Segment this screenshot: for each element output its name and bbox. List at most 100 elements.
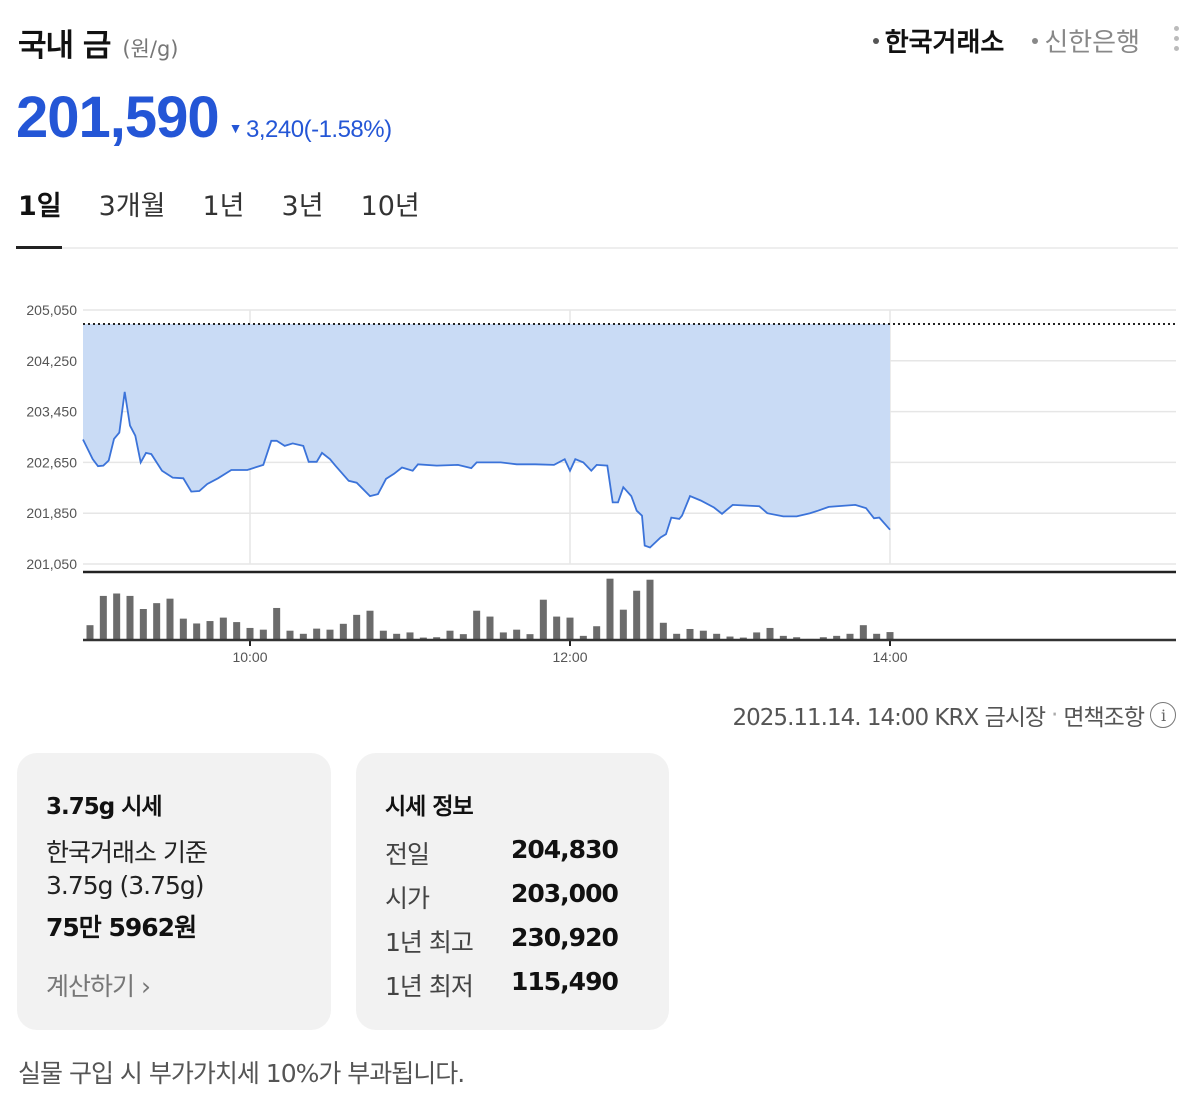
row-label: 전일 — [385, 840, 430, 869]
weight-label: 3.75g (3.75g) — [46, 871, 205, 900]
volume-bar — [379, 630, 387, 640]
volume-bar — [793, 637, 801, 640]
volume-bar — [833, 635, 841, 640]
row-label: 시가 — [385, 884, 430, 913]
volume-bars — [83, 578, 1176, 642]
y-tick-label: 201,050 — [26, 556, 77, 572]
y-tick-label: 205,050 — [26, 302, 77, 318]
volume-bar — [113, 593, 121, 640]
period-tabs: 1일 3개월 1년 3년 10년 — [18, 184, 420, 223]
tab-3m[interactable]: 3개월 — [98, 191, 166, 222]
source-label: 신한은행 — [1044, 28, 1140, 58]
page-title: 국내 금 — [18, 28, 111, 64]
x-tick-label: 12:00 — [552, 649, 587, 665]
volume-bar — [779, 635, 787, 640]
volume-bar — [459, 634, 467, 640]
volume-bar — [299, 633, 307, 640]
volume-bar — [366, 610, 374, 640]
price-row: 201,590 ▼ 3,240(-1.58%) — [16, 84, 392, 151]
volume-bar — [659, 622, 667, 640]
volume-bar — [726, 636, 734, 640]
info-row-52w-high: 1년 최고 230,920 — [385, 923, 619, 959]
volume-bar — [593, 626, 601, 640]
price-chart[interactable]: 205,050 204,250 203,450 202,650 201,850 201,0… — [0, 290, 1200, 680]
price-line — [82, 391, 891, 549]
info-row-open: 시가 203,000 — [385, 879, 619, 915]
row-value: 204,830 — [511, 835, 619, 864]
volume-bar — [819, 637, 827, 640]
volume-bar — [753, 632, 761, 640]
volume-bar — [526, 634, 534, 640]
volume-bar — [873, 633, 881, 640]
volume-bar — [339, 623, 347, 640]
source-krx[interactable]: 한국거래소 — [872, 22, 1004, 59]
volume-bar — [193, 623, 201, 640]
volume-bar — [633, 590, 641, 640]
volume-bar — [233, 622, 241, 640]
row-label: 1년 최고 — [385, 928, 474, 957]
separator: · — [1051, 702, 1058, 728]
volume-bar — [326, 629, 334, 640]
source-shinhan[interactable]: 신한은행 — [1032, 22, 1140, 59]
volume-bar — [353, 614, 361, 640]
tab-10y[interactable]: 10년 — [360, 191, 420, 222]
volume-bar — [99, 595, 107, 640]
volume-bar — [553, 616, 561, 640]
row-value: 230,920 — [511, 923, 619, 952]
down-triangle-icon: ▼ — [228, 120, 243, 136]
volume-bar — [566, 617, 574, 640]
bullet-icon — [1032, 37, 1039, 44]
tab-1y[interactable]: 1년 — [202, 191, 245, 222]
card-title: 시세 정보 — [385, 794, 474, 820]
volume-bar — [393, 633, 401, 640]
volume-bar — [219, 617, 227, 640]
amount-value: 75만 5962원 — [46, 913, 197, 942]
volume-bar — [646, 579, 654, 640]
volume-bar — [606, 578, 614, 640]
volume-bar — [139, 609, 147, 640]
row-value: 203,000 — [511, 879, 619, 908]
timestamp: 2025.11.14. 14:00 KRX 금시장 — [732, 705, 1047, 731]
tab-1d[interactable]: 1일 — [18, 191, 62, 222]
volume-bar — [673, 633, 681, 640]
x-tick-label: 10:00 — [232, 649, 267, 665]
y-axis-labels: 205,050 204,250 203,450 202,650 201,850 201,0… — [26, 302, 77, 572]
volume-bar — [846, 633, 854, 640]
y-tick-label: 201,850 — [26, 505, 77, 521]
volume-bar — [153, 603, 161, 640]
change-amount: 3,240 — [246, 116, 304, 143]
volume-bar — [313, 628, 321, 640]
x-tick-label: 14:00 — [872, 649, 907, 665]
volume-bar — [486, 616, 494, 640]
disclaimer-link[interactable]: 면책조항 — [1063, 705, 1145, 731]
y-tick-label: 203,450 — [26, 404, 77, 420]
volume-bar — [179, 618, 187, 640]
x-axis-labels: 10:00 12:00 14:00 — [232, 649, 907, 665]
volume-bar — [766, 627, 774, 640]
volume-bar — [619, 609, 627, 640]
tab-3y[interactable]: 3년 — [281, 191, 324, 222]
active-tab-underline — [16, 246, 62, 249]
volume-bar — [286, 630, 294, 640]
info-row-52w-low: 1년 최저 115,490 — [385, 967, 619, 1003]
more-options-icon[interactable] — [1174, 26, 1180, 51]
volume-bar — [166, 598, 174, 640]
volume-bar — [446, 630, 454, 640]
volume-bar — [246, 627, 254, 640]
volume-bar — [259, 629, 267, 640]
info-icon[interactable]: i — [1150, 702, 1176, 728]
change-percent: (-1.58%) — [303, 116, 393, 143]
calculate-link[interactable]: 계산하기 › — [46, 972, 151, 1001]
volume-bar — [86, 625, 94, 640]
volume-bar — [433, 637, 441, 640]
volume-bar — [499, 632, 507, 640]
volume-bar — [273, 607, 281, 640]
current-price: 201,590 — [16, 85, 220, 150]
volume-bar — [206, 621, 214, 640]
row-value: 115,490 — [511, 967, 619, 996]
bullet-icon — [872, 37, 879, 44]
info-row-prev-close: 전일 204,830 — [385, 835, 619, 871]
price-info-card: 시세 정보 전일 204,830 시가 203,000 1년 최고 230,920 1… — [356, 753, 669, 1030]
volume-bar — [539, 599, 547, 640]
price-change: ▼ 3,240(-1.58%) — [229, 116, 392, 144]
